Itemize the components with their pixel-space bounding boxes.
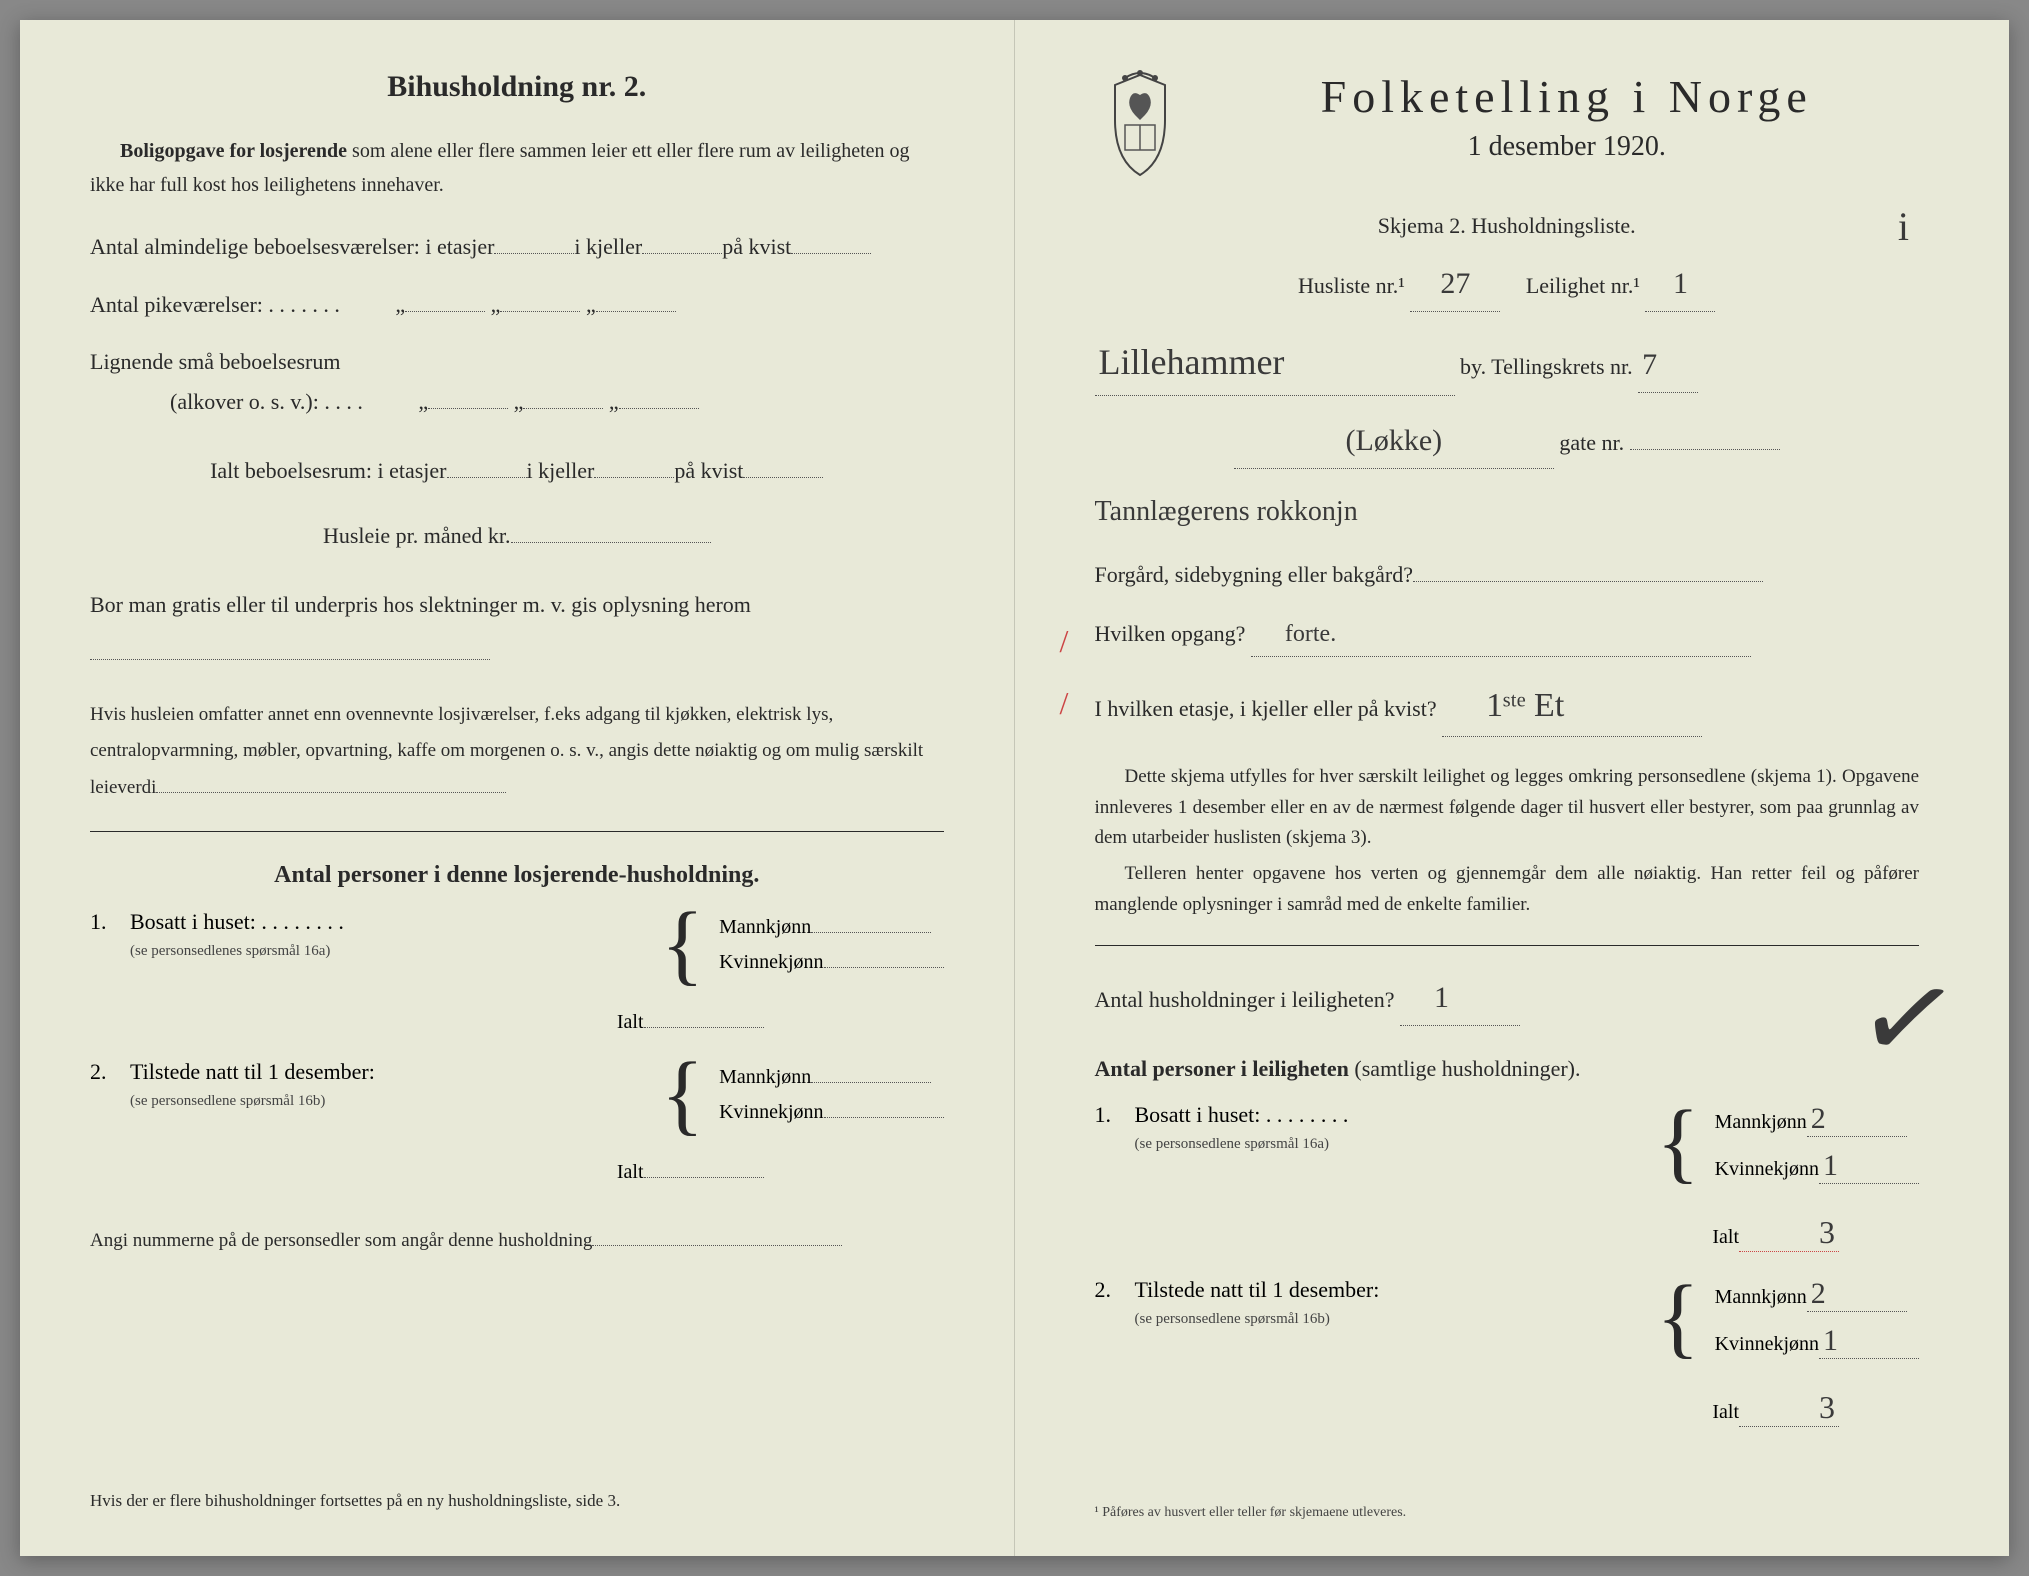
red-mark-icon: / (1060, 675, 1069, 733)
kvinne1-value: 1 (1823, 1149, 1838, 1183)
husleien-note: Hvis husleien omfatter annet enn ovennev… (90, 697, 944, 805)
count-block-1-right: 1. Bosatt i huset: . . . . . . . . (se p… (1095, 1102, 1920, 1184)
ialt-rooms-line: Ialt beboelsesrum: i etasjeri kjellerpå … (90, 451, 944, 491)
instructions: Dette skjema utfylles for hver særskilt … (1095, 762, 1920, 920)
rooms-line-3: Lignende små beboelsesrum (alkover o. s.… (90, 342, 944, 421)
count-block-2-left: 2. Tilstede natt til 1 desember: (se per… (90, 1059, 944, 1131)
rooms-line-2: Antal pikeværelser: . . . . . . . „ „ „ (90, 285, 944, 325)
subtitle: 1 desember 1920. (1215, 131, 1920, 163)
bolig-intro: Boligopgave for losjerende som alene ell… (90, 134, 944, 202)
forgard-row: Forgård, sidebygning eller bakgård? (1095, 555, 1920, 595)
husliste-value: 27 (1440, 257, 1470, 311)
brace-icon: { (661, 909, 704, 981)
ialt2-value: 3 (1819, 1389, 1835, 1426)
ialt1-value: 3 (1819, 1214, 1835, 1251)
antal-pers-heading: Antal personer i leiligheten (samtlige h… (1095, 1056, 1920, 1082)
gate-value: (Løkke) (1346, 414, 1443, 468)
count-block-1-left: 1. Bosatt i huset: . . . . . . . . (se p… (90, 909, 944, 981)
left-page: Bihusholdning nr. 2. Boligopgave for los… (20, 20, 1015, 1556)
divider (1095, 945, 1920, 946)
skjema-line: Skjema 2. Husholdningsliste. (1095, 213, 1920, 239)
brace-icon: { (1656, 1107, 1699, 1179)
count-block-2-right: 2. Tilstede natt til 1 desember: (se per… (1095, 1277, 1920, 1359)
left-footnote: Hvis der er flere bihusholdninger fortse… (90, 1491, 944, 1511)
kvinne2-value: 1 (1823, 1324, 1838, 1358)
rooms-line-1: Antal almindelige beboelsesværelser: i e… (90, 227, 944, 267)
divider (90, 831, 944, 832)
antal-hush-row: Antal husholdninger i leiligheten? 1 (1095, 971, 1920, 1026)
by-value: Lillehammer (1099, 330, 1285, 395)
bolig-intro-bold: Boligopgave for losjerende (120, 140, 347, 162)
brace-icon: { (661, 1059, 704, 1131)
antal-heading-left: Antal personer i denne losjerende-hushol… (90, 862, 944, 889)
krets-value: 7 (1642, 338, 1657, 392)
left-page-title: Bihusholdning nr. 2. (90, 70, 944, 104)
census-form-document: Bihusholdning nr. 2. Boligopgave for los… (20, 20, 2009, 1556)
opgang-row: / Hvilken opgang? forte. (1095, 613, 1920, 657)
mann1-value: 2 (1811, 1102, 1826, 1136)
by-row: Lillehammer by. Tellingskrets nr. 7 (1095, 330, 1920, 396)
header: Folketelling i Norge 1 desember 1920. (1095, 70, 1920, 193)
right-footnote: ¹ Påføres av husvert eller teller før sk… (1095, 1505, 1407, 1521)
red-mark-icon: / (1060, 613, 1069, 671)
extra-script-value: Tannlægerens rokkonjn (1095, 487, 1358, 537)
check-mark-icon: ✓ (1847, 942, 1970, 1096)
husleie-line: Husleie pr. måned kr. (90, 516, 944, 556)
mann2-value: 2 (1811, 1277, 1826, 1311)
opgang-value: forte. (1285, 613, 1336, 656)
husliste-row: Husliste nr.¹ 27 Leilighet nr.¹ 1 (1095, 257, 1920, 312)
right-page: Folketelling i Norge 1 desember 1920. i … (1015, 20, 2010, 1556)
leilighet-value: 1 (1673, 257, 1688, 311)
etasje-row: / I hvilken etasje, i kjeller eller på k… (1095, 675, 1920, 737)
norway-crest-icon (1095, 70, 1185, 180)
extra-script-row: Tannlægerens rokkonjn (1095, 487, 1920, 537)
gratis-line: Bor man gratis eller til underpris hos s… (90, 581, 944, 678)
main-title: Folketelling i Norge (1215, 70, 1920, 123)
angi-line: Angi nummerne på de personsedler som ang… (90, 1224, 944, 1258)
antal-hush-value: 1 (1434, 971, 1449, 1025)
brace-icon: { (1656, 1282, 1699, 1354)
etasje-value: 1ˢᵗᵉ Et (1486, 675, 1564, 736)
annotation-mark: i (1898, 203, 1909, 250)
gate-row: (Løkke) gate nr. (1095, 414, 1920, 469)
